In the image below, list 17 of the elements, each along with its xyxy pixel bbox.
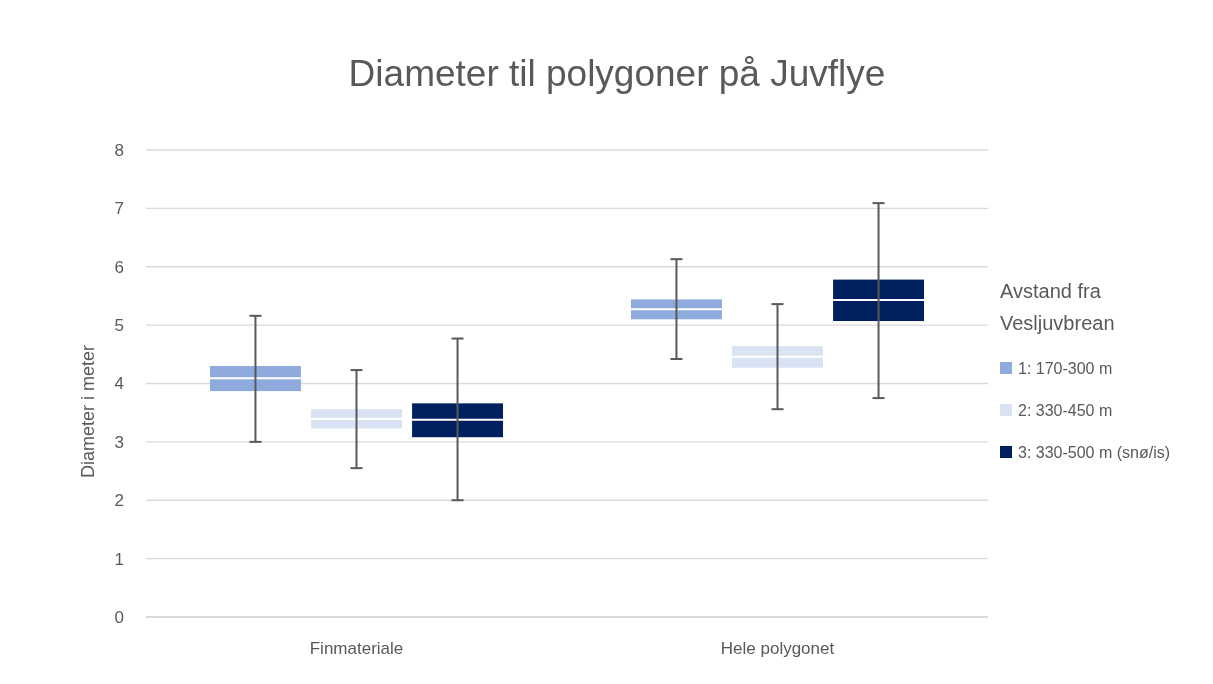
y-tick-label: 4: [114, 374, 124, 394]
legend-title: Avstand fra Vesljuvbrean: [1000, 280, 1115, 334]
y-tick-label: 3: [114, 432, 124, 452]
legend-label: 2: 330-450 m: [1018, 401, 1113, 419]
y-tick-label: 2: [114, 491, 124, 511]
y-tick-label: 5: [114, 316, 124, 336]
y-tick-label: 0: [114, 607, 124, 627]
y-tick-label: 6: [114, 257, 124, 277]
chart-title: Diameter til polygoner på Juvflye: [348, 53, 886, 94]
x-tick-label: Hele polygonet: [720, 639, 835, 658]
x-tick-label: Finmateriale: [309, 639, 404, 658]
y-tick-label: 8: [114, 140, 124, 160]
y-axis-title: Diameter i meter: [78, 344, 98, 479]
y-tick-label: 1: [114, 549, 124, 569]
legend-label: 1: 170-300 m: [1018, 359, 1113, 377]
y-tick-label: 7: [114, 199, 124, 219]
legend-label: 3: 330-500 m (snø/is): [1018, 443, 1171, 461]
